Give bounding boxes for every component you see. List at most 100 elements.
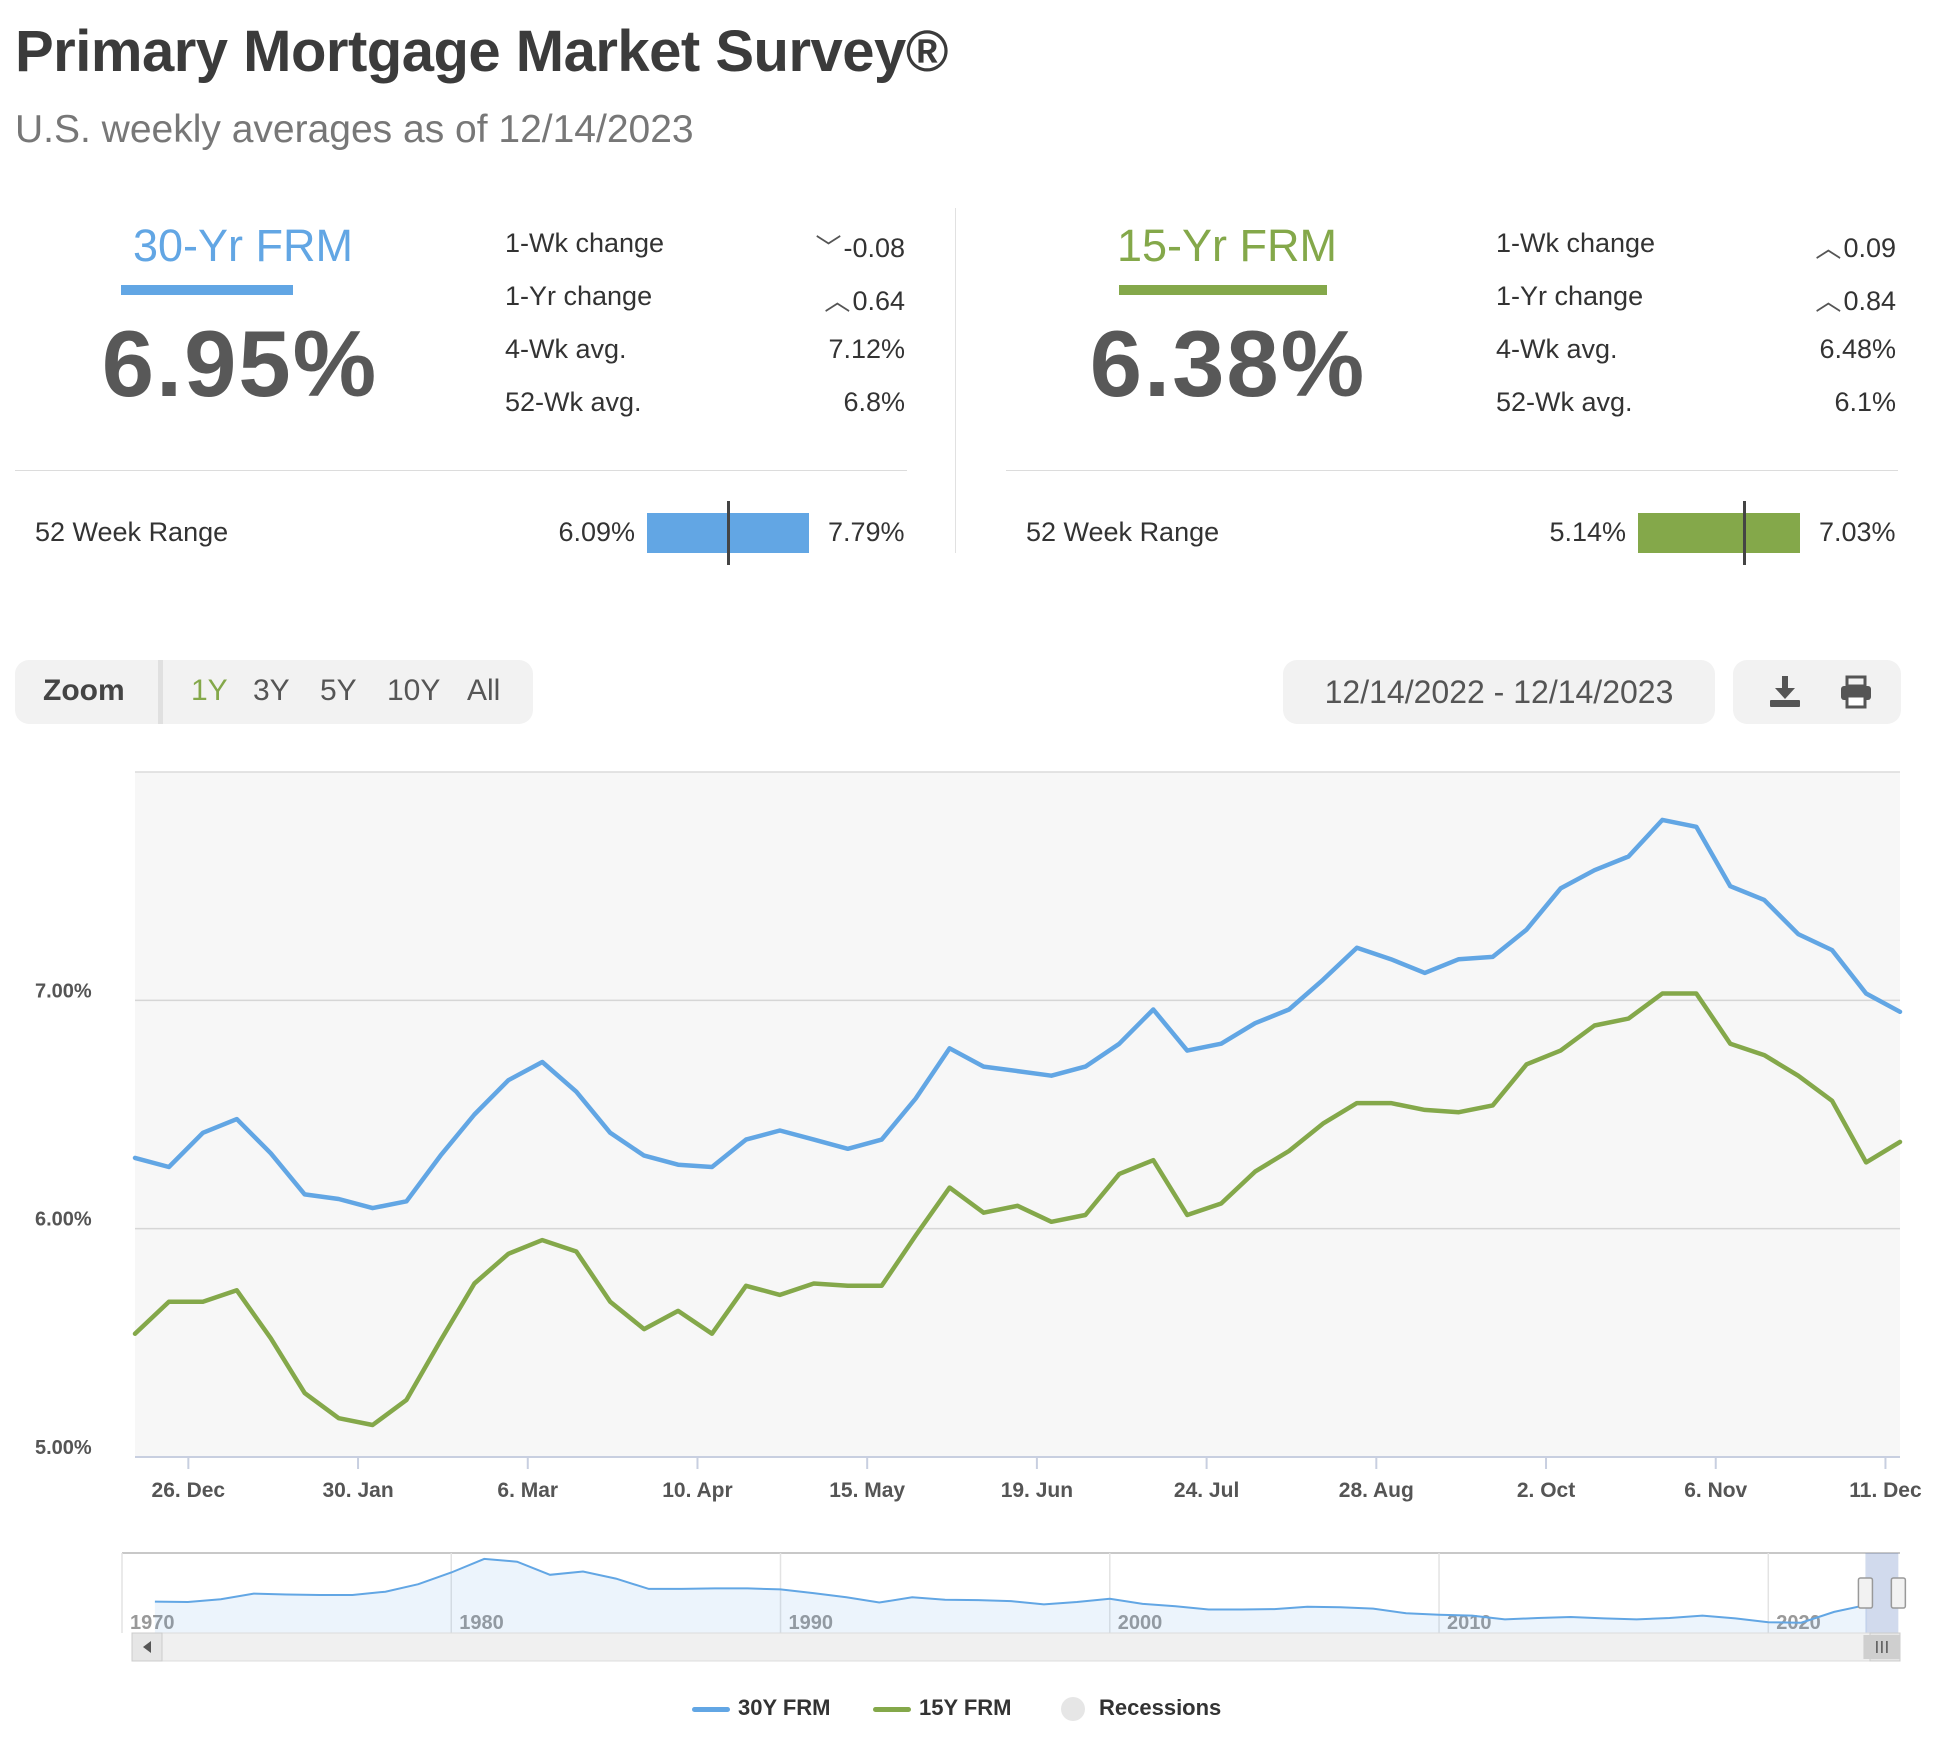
x-tick-label: 2. Oct bbox=[1517, 1479, 1575, 1502]
range-max: 7.79% bbox=[828, 517, 905, 547]
zoom-1y-button[interactable]: 1Y bbox=[191, 674, 228, 707]
stat-label: 52-Wk avg. bbox=[505, 387, 642, 417]
x-tick-label: 6. Nov bbox=[1684, 1479, 1747, 1502]
y-tick-label: 7.00% bbox=[35, 980, 92, 1002]
frm30-name: 30-Yr FRM bbox=[132, 220, 353, 271]
zoom-5y-button[interactable]: 5Y bbox=[320, 674, 357, 707]
rates-line-chart: 5.00% 6.00% 7.00% 26. Dec 30. Jan 6. Mar 10. A… bbox=[35, 771, 1922, 1502]
frm15-summary-panel: 15-Yr FRM 6.38% 1-Wk change ︿0.09 1-Yr c… bbox=[1006, 205, 1898, 565]
frm15-color-bar bbox=[1119, 285, 1327, 295]
navigator-area bbox=[154, 1558, 1868, 1633]
stat-label: 4-Wk avg. bbox=[1496, 334, 1618, 364]
navigator-handle[interactable] bbox=[1890, 1577, 1907, 1609]
page-subtitle: U.S. weekly averages as of 12/14/2023 bbox=[15, 108, 694, 151]
x-tick-label: 24. Jul bbox=[1174, 1479, 1239, 1502]
frm15-stats: 1-Wk change ︿0.09 1-Yr change ︿0.84 4-Wk… bbox=[1496, 220, 1896, 432]
frm30-color-bar bbox=[121, 285, 293, 295]
y-tick-label: 6.00% bbox=[35, 1209, 92, 1231]
navigator-handle[interactable] bbox=[1857, 1577, 1874, 1609]
stat-value: ︿0.84 bbox=[1815, 281, 1896, 318]
stat-value: 7.12% bbox=[828, 334, 905, 364]
x-tick-label: 10. Apr bbox=[662, 1479, 732, 1502]
navigator-chart[interactable]: 1970 1980 1990 2000 2010 2020 bbox=[0, 1548, 1938, 1668]
stat-value: 6.48% bbox=[1819, 334, 1896, 364]
range-bar bbox=[647, 501, 809, 565]
panel-divider bbox=[955, 208, 956, 553]
frm15-name: 15-Yr FRM bbox=[1116, 220, 1337, 271]
chevron-down-icon: ﹀ bbox=[815, 233, 842, 263]
stat-row: 4-Wk avg. 7.12% bbox=[505, 326, 905, 379]
stat-value: 6.8% bbox=[843, 387, 905, 417]
stat-row: 1-Yr change ︿0.84 bbox=[1496, 273, 1896, 326]
navigator-year-label: 1990 bbox=[789, 1612, 834, 1634]
stat-row: 52-Wk avg. 6.8% bbox=[505, 379, 905, 432]
navigator-year-label: 1980 bbox=[459, 1612, 504, 1634]
x-tick-label: 6. Mar bbox=[497, 1479, 558, 1502]
stat-label: 52-Wk avg. bbox=[1496, 387, 1633, 417]
frm30-summary-panel: 30-Yr FRM 6.95% 1-Wk change ﹀-0.08 1-Yr … bbox=[15, 205, 907, 565]
frm30-rate: 6.95% bbox=[101, 311, 379, 416]
download-icon[interactable] bbox=[1765, 672, 1805, 712]
print-icon[interactable] bbox=[1836, 672, 1876, 712]
range-min: 5.14% bbox=[1549, 517, 1626, 547]
x-tick-label: 15. May bbox=[829, 1479, 905, 1502]
date-range-display[interactable]: 12/14/2022 - 12/14/2023 bbox=[1283, 660, 1715, 724]
chevron-up-icon: ︿ bbox=[824, 286, 851, 316]
x-tick-label: 26. Dec bbox=[152, 1479, 226, 1502]
zoom-10y-button[interactable]: 10Y bbox=[387, 674, 441, 707]
page-title: Primary Mortgage Market Survey® bbox=[15, 19, 949, 84]
legend-item-15y[interactable]: 15Y FRM bbox=[873, 1695, 1012, 1725]
stat-value: ︿0.64 bbox=[824, 281, 905, 318]
divider bbox=[15, 470, 907, 471]
range-current-marker bbox=[727, 501, 731, 565]
legend-swatch bbox=[692, 1706, 730, 1712]
y-tick-label: 5.00% bbox=[35, 1437, 92, 1459]
arrow-left-icon bbox=[143, 1641, 151, 1653]
legend-swatch bbox=[1061, 1697, 1085, 1722]
stat-label: 1-Yr change bbox=[1496, 281, 1644, 311]
zoom-divider bbox=[158, 660, 163, 724]
navigator-year-label: 1970 bbox=[130, 1612, 175, 1634]
legend-item-30y[interactable]: 30Y FRM bbox=[692, 1695, 831, 1725]
range-current-marker bbox=[1742, 501, 1746, 565]
stat-row: 1-Wk change ﹀-0.08 bbox=[505, 220, 905, 273]
zoom-label: Zoom bbox=[43, 674, 125, 707]
stat-label: 1-Wk change bbox=[505, 228, 665, 258]
stat-row: 1-Wk change ︿0.09 bbox=[1496, 220, 1896, 273]
stat-value: 6.1% bbox=[1834, 387, 1896, 417]
range-max: 7.03% bbox=[1819, 517, 1896, 547]
plot-area bbox=[135, 772, 1900, 1457]
zoom-3y-button[interactable]: 3Y bbox=[253, 674, 290, 707]
range-bar bbox=[1638, 501, 1800, 565]
range-label: 52 Week Range bbox=[35, 517, 229, 547]
stat-value: ﹀-0.08 bbox=[815, 228, 905, 265]
chart-tools bbox=[1733, 660, 1901, 724]
stat-row: 1-Yr change ︿0.64 bbox=[505, 273, 905, 326]
series-line-30y-frm bbox=[132, 817, 1903, 1211]
navigator-background bbox=[122, 1553, 1900, 1633]
navigator-year-label: 2000 bbox=[1118, 1612, 1163, 1634]
stat-value: ︿0.09 bbox=[1815, 228, 1896, 265]
legend-item-recessions[interactable]: Recessions bbox=[1061, 1695, 1221, 1725]
stat-label: 1-Wk change bbox=[1496, 228, 1656, 258]
zoom-selector: Zoom 1Y 3Y 5Y 10Y All bbox=[15, 660, 533, 724]
range-label: 52 Week Range bbox=[1026, 517, 1220, 547]
frm15-rate: 6.38% bbox=[1089, 311, 1367, 416]
frm30-stats: 1-Wk change ﹀-0.08 1-Yr change ︿0.64 4-W… bbox=[505, 220, 905, 432]
legend-swatch bbox=[873, 1706, 911, 1712]
range-min: 6.09% bbox=[558, 517, 635, 547]
chevron-up-icon: ︿ bbox=[1815, 233, 1842, 263]
x-tick-label: 11. Dec bbox=[1849, 1479, 1922, 1502]
stat-row: 4-Wk avg. 6.48% bbox=[1496, 326, 1896, 379]
stat-label: 4-Wk avg. bbox=[505, 334, 627, 364]
zoom-all-button[interactable]: All bbox=[467, 674, 501, 707]
chevron-up-icon: ︿ bbox=[1815, 286, 1842, 316]
divider bbox=[1006, 470, 1898, 471]
stat-label: 1-Yr change bbox=[505, 281, 653, 311]
x-tick-label: 28. Aug bbox=[1339, 1479, 1414, 1502]
navigator-line bbox=[154, 1557, 1868, 1624]
series-line-15y-frm bbox=[132, 991, 1903, 1428]
x-tick-label: 30. Jan bbox=[322, 1479, 393, 1502]
scrollbar-track[interactable] bbox=[131, 1632, 1901, 1662]
stat-row: 52-Wk avg. 6.1% bbox=[1496, 379, 1896, 432]
